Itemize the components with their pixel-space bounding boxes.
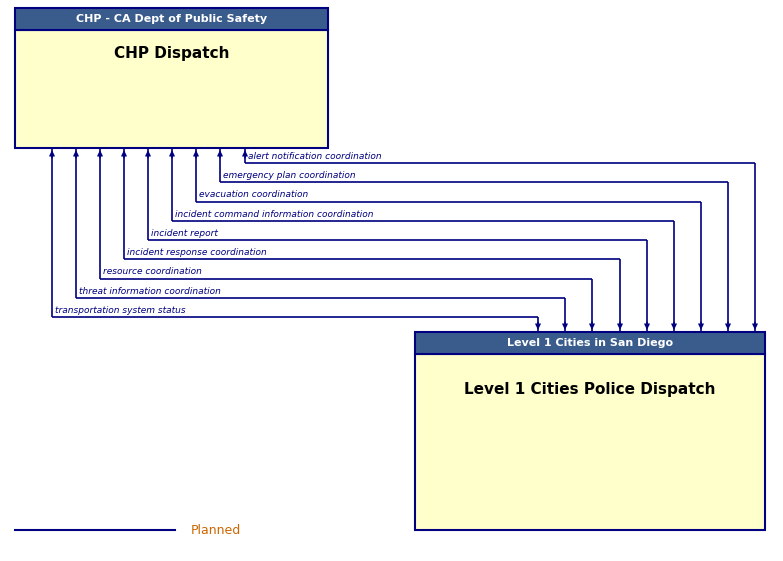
Text: Level 1 Cities in San Diego: Level 1 Cities in San Diego: [507, 338, 673, 348]
Text: threat information coordination: threat information coordination: [79, 287, 221, 296]
Text: CHP - CA Dept of Public Safety: CHP - CA Dept of Public Safety: [76, 14, 267, 24]
Text: resource coordination: resource coordination: [103, 267, 202, 276]
Text: incident report: incident report: [151, 229, 218, 238]
Text: CHP Dispatch: CHP Dispatch: [114, 46, 229, 61]
Text: Level 1 Cities Police Dispatch: Level 1 Cities Police Dispatch: [464, 381, 716, 397]
Text: incident response coordination: incident response coordination: [127, 248, 267, 257]
Text: emergency plan coordination: emergency plan coordination: [223, 171, 355, 180]
Bar: [15, 30, 328, 148]
Bar: [15, 8, 328, 30]
Text: incident command information coordination: incident command information coordinatio…: [175, 209, 373, 218]
Text: transportation system status: transportation system status: [55, 306, 186, 315]
Bar: [415, 332, 765, 354]
Bar: [415, 354, 765, 530]
Text: evacuation coordination: evacuation coordination: [199, 190, 309, 199]
Text: Planned: Planned: [190, 523, 241, 536]
Text: alert notification coordination: alert notification coordination: [248, 152, 382, 161]
